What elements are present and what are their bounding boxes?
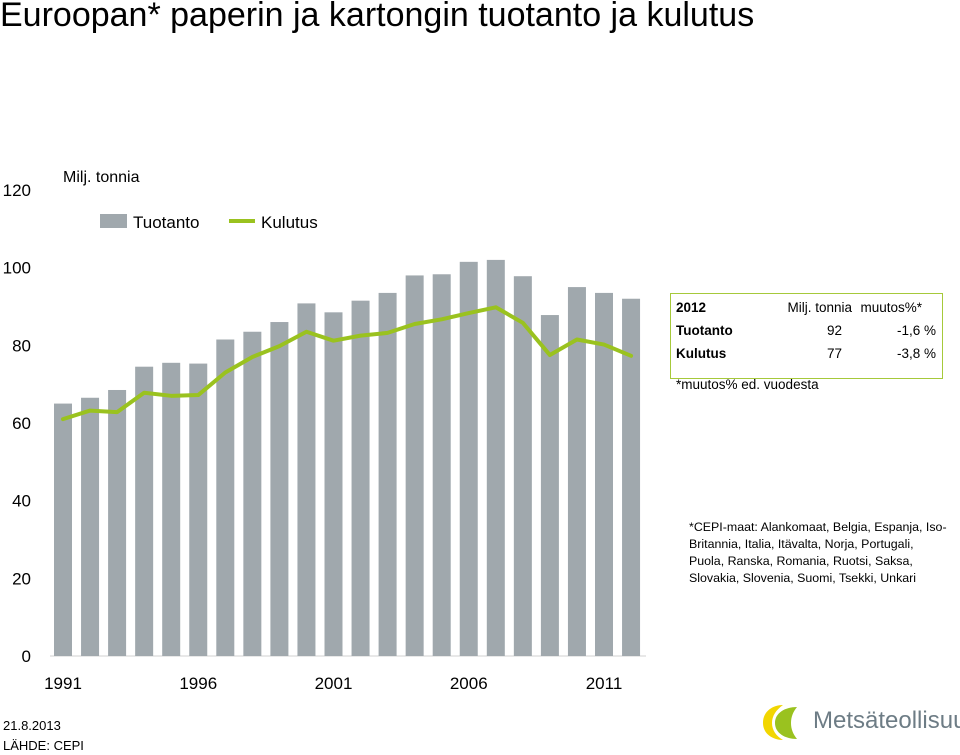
bar-2009 xyxy=(540,315,559,656)
y-tick-label: 100 xyxy=(3,259,31,278)
summary-header-row: 2012 Milj. tonnia muutos%* xyxy=(676,300,936,320)
x-tick-label: 1991 xyxy=(44,674,82,693)
bar-1995 xyxy=(162,362,181,656)
bar-2012 xyxy=(622,298,641,656)
bar-2010 xyxy=(567,287,586,656)
chart: 0 20 40 60 80 100 120 Milj. tonnia 1991 1996 200… xyxy=(3,169,646,693)
bar-2003 xyxy=(378,292,397,656)
summary-table: 2012 Milj. tonnia muutos%* Tuotanto 92 -… xyxy=(670,293,943,379)
summary-row-label: Tuotanto xyxy=(676,323,733,338)
summary-row-change: -3,8 % xyxy=(896,346,936,361)
y-tick-label: 40 xyxy=(12,492,31,511)
logo-text: Metsäteollisuus xyxy=(813,707,960,734)
bar-1991 xyxy=(54,403,72,656)
y-tick-label: 20 xyxy=(12,569,31,588)
page-title: Euroopan* paperin ja kartongin tuotanto … xyxy=(0,0,755,34)
y-axis-unit-label: Milj. tonnia xyxy=(63,169,140,186)
bar-2001 xyxy=(324,312,343,656)
x-tick-label: 1996 xyxy=(179,674,217,693)
summary-row-change: -1,6 % xyxy=(896,323,936,338)
bar-2011 xyxy=(595,292,613,656)
countries-footnote: *CEPI-maat: Alankomaat, Belgia, Espanja,… xyxy=(689,520,947,585)
y-tick-label: 120 xyxy=(3,181,31,200)
summary-change-header: muutos%* xyxy=(860,300,922,315)
y-tick-label: 0 xyxy=(22,647,31,666)
x-axis-ticks: 1991 1996 2001 2006 2011 xyxy=(44,674,622,693)
summary-row-value: 92 xyxy=(826,323,842,338)
summary-year: 2012 xyxy=(676,300,707,315)
bar-1992 xyxy=(81,397,100,656)
line-series xyxy=(61,305,634,422)
legend-swatch-tuotanto xyxy=(100,214,127,228)
bar-series xyxy=(54,259,641,656)
summary-row-value: 77 xyxy=(826,346,842,361)
summary-row-label: Kulutus xyxy=(676,346,727,361)
summary-row-tuotanto: Tuotanto 92 -1,6 % xyxy=(676,323,936,343)
bar-2006 xyxy=(459,261,478,656)
bar-1994 xyxy=(135,366,154,656)
x-tick-label: 2006 xyxy=(450,674,488,693)
bar-2004 xyxy=(405,275,424,656)
legend-label-tuotanto: Tuotanto xyxy=(133,213,199,232)
bar-1993 xyxy=(108,389,127,656)
footer-date: 21.8.2013 xyxy=(3,718,61,733)
summary-unit-header: Milj. tonnia xyxy=(787,300,852,315)
bar-1999 xyxy=(270,322,289,656)
y-tick-label: 60 xyxy=(12,414,31,433)
x-tick-label: 2001 xyxy=(315,674,353,693)
y-tick-label: 80 xyxy=(12,336,31,355)
footer-source: LÄHDE: CEPI xyxy=(3,738,84,753)
summary-row-kulutus: Kulutus 77 -3,8 % xyxy=(676,346,936,366)
bar-2008 xyxy=(513,276,532,656)
bar-1998 xyxy=(243,331,262,656)
legend-label-kulutus: Kulutus xyxy=(261,213,318,232)
legend: Tuotanto Kulutus xyxy=(100,213,318,232)
bar-2005 xyxy=(432,274,451,656)
bar-1997 xyxy=(216,339,235,656)
bar-2007 xyxy=(486,259,505,656)
metsateollisuus-logo: Metsäteollisuus xyxy=(757,702,960,742)
x-tick-label: 2011 xyxy=(586,674,623,693)
y-axis-ticks: 0 20 40 60 80 100 120 xyxy=(3,181,31,666)
leaf-icon xyxy=(763,705,797,740)
summary-footnote: *muutos% ed. vuodesta xyxy=(676,377,819,392)
bar-1996 xyxy=(189,363,208,656)
bar-2000 xyxy=(297,303,316,656)
bar-2002 xyxy=(351,300,370,656)
